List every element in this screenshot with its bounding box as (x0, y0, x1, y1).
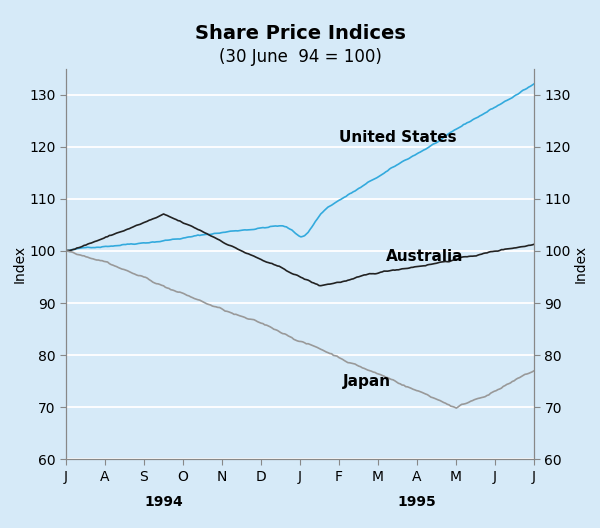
Text: (30 June  94 = 100): (30 June 94 = 100) (218, 48, 382, 65)
Text: Japan: Japan (343, 374, 391, 390)
Y-axis label: Index: Index (574, 245, 587, 283)
Text: Share Price Indices: Share Price Indices (194, 24, 406, 43)
Text: 1994: 1994 (144, 495, 183, 508)
Y-axis label: Index: Index (13, 245, 26, 283)
Text: Australia: Australia (386, 249, 463, 265)
Text: 1995: 1995 (398, 495, 436, 508)
Text: United States: United States (339, 129, 457, 145)
